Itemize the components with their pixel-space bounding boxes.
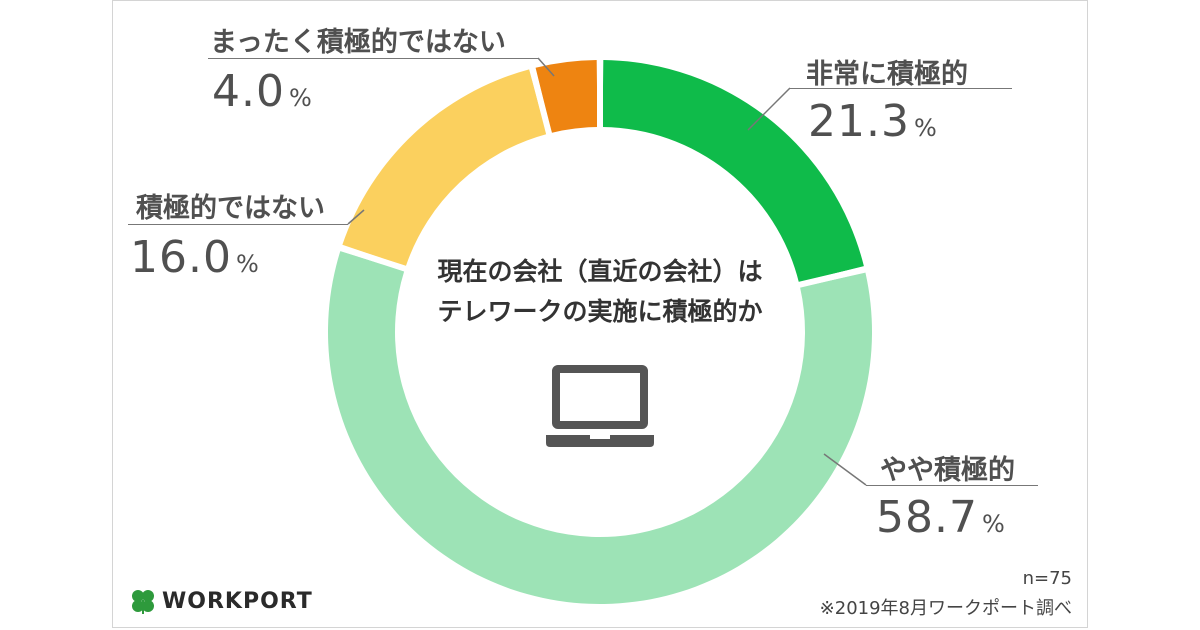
label-not-at-all-value: 4.0% [212,66,313,117]
chart-title-line2: テレワークの実施に積極的か [437,297,763,326]
chart-title: 現在の会社（直近の会社）は テレワークの実施に積極的か [420,252,780,332]
slice-not-at-all [535,60,598,133]
label-not-name: 積極的ではない [136,193,325,224]
laptop-icon [546,365,654,447]
slice-somewhat [327,251,873,605]
slice-separator [528,65,553,137]
clover-icon [132,590,154,614]
leader-somewhat-diag [823,453,867,486]
source-note: ※2019年8月ワークポート調べ [819,598,1072,619]
leader-not-at-all-diag [537,57,555,77]
leader-not-diag [347,209,365,225]
label-somewhat-value: 58.7% [876,492,1006,543]
label-not-value: 16.0% [130,232,260,283]
sample-size: n=75 [1022,568,1072,589]
workport-logo: WORKPORT [130,588,313,614]
slice-not [342,69,547,267]
label-very-value: 21.3% [808,96,938,147]
leader-not-at-all [208,58,538,59]
label-very-name: 非常に積極的 [806,59,968,90]
logo-text: WORKPORT [162,588,313,614]
leader-very-diag [747,87,791,131]
slice-separator [338,244,408,273]
chart-title-line1: 現在の会社（直近の会社）は [437,257,763,286]
label-somewhat-name: やや積極的 [880,455,1015,486]
label-not-at-all-name: まったく積極的ではない [210,27,506,58]
slice-separator [796,265,868,289]
leader-somewhat [866,485,1038,486]
slice-very [602,60,864,283]
leader-very [790,88,1012,89]
leader-not [128,224,348,225]
